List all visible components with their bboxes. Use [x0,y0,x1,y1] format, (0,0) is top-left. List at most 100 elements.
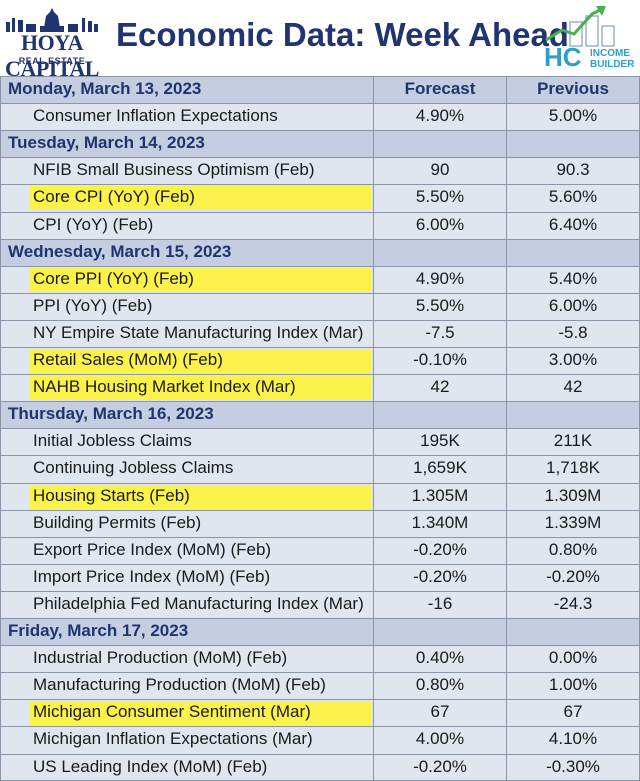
forecast-value: 1.340M [411,512,469,532]
table-row: Export Price Index (MoM) (Feb) -0.20% 0.80… [0,536,640,564]
date-row: Thursday, March 16, 2023 [0,401,640,429]
table-row: Retail Sales (MoM) (Feb) -0.10% 3.00% [0,347,640,374]
column-divider [506,76,507,781]
forecast-value: 5.50% [415,295,465,315]
date-row: Friday, March 17, 2023 [0,618,640,645]
indicator-label: Export Price Index (MoM) (Feb) [33,539,272,559]
previous-value: 0.00% [548,648,598,668]
table-row: Philadelphia Fed Manufacturing Index (Ma… [0,590,640,618]
forecast-value: 0.80% [415,675,465,695]
previous-value: 1.00% [548,675,598,695]
date-label: Friday, March 17, 2023 [8,621,189,640]
indicator-label: Continuing Jobless Claims [33,458,234,478]
forecast-value: -0.20% [413,756,467,776]
indicator-label: Philadelphia Fed Manufacturing Index (Ma… [33,593,364,613]
previous-value: 6.00% [548,295,598,315]
indicator-label: Initial Jobless Claims [33,431,192,451]
date-label: Monday, March 13, 2023 [8,79,202,98]
growth-chart-icon [545,6,615,47]
table-row: Initial Jobless Claims 195K 211K [0,428,640,456]
previous-value: -5.8 [558,322,588,342]
table-row: Manufacturing Production (MoM) (Feb) 0.80… [0,672,640,700]
highlight-marker [30,267,372,292]
forecast-value: -7.5 [425,322,455,342]
previous-value: 5.60% [548,187,598,207]
previous-value: 6.40% [548,214,598,234]
table-row: Industrial Production (MoM) (Feb) 0.40% 0.… [0,645,640,673]
table-row: Import Price Index (MoM) (Feb) -0.20% -0.2… [0,563,640,591]
highlight-marker [30,484,372,509]
forecast-value: -16 [427,593,453,613]
indicator-label: US Leading Index (MoM) (Feb) [33,756,268,776]
forecast-value: 4.00% [415,729,465,749]
forecast-value: 1,659K [413,458,467,478]
indicator-label: CPI (YoY) (Feb) [33,214,154,234]
date-row: Wednesday, March 15, 2023 [0,238,640,266]
date-row: Tuesday, March 14, 2023 [0,130,640,158]
indicator-label: Michigan Inflation Expectations (Mar) [33,729,313,749]
forecast-value: -0.20% [413,566,467,586]
table-row: Michigan Inflation Expectations (Mar) 4.0… [0,726,640,754]
header: HOYA CAPITAL REAL ESTATE Economic Data: … [0,0,640,81]
previous-value: 67 [563,702,583,722]
indicator-label: PPI (YoY) (Feb) [33,295,153,315]
previous-value: 1.309M [544,485,602,505]
table-row: Housing Starts (Feb) 1.305M 1.309M [0,482,640,510]
brand-right-line1: INCOME [590,48,630,59]
page-title: Economic Data: Week Ahead [116,16,569,53]
forecast-value: -0.20% [413,539,467,559]
previous-value: 211K [553,431,593,451]
forecast-value: 5.50% [415,187,465,207]
indicator-label: Michigan Consumer Sentiment (Mar) [33,702,311,722]
brand-right-line2: BUILDER [590,59,635,70]
previous-value: 1,718K [546,458,600,478]
indicator-label: Housing Starts (Feb) [33,485,190,505]
previous-value: 0.80% [548,539,598,559]
indicator-label: Industrial Production (MoM) (Feb) [33,648,288,668]
table-row: Continuing Jobless Claims 1,659K 1,718K [0,455,640,483]
column-divider [373,76,374,781]
previous-value: 3.00% [548,350,598,369]
capitol-skyline-icon [6,8,98,32]
forecast-value: 4.90% [415,268,465,288]
indicator-label: Import Price Index (MoM) (Feb) [33,566,271,586]
table-row: Consumer Inflation Expectations 4.90% 5.00… [0,103,640,131]
highlight-marker [30,349,372,373]
table-row: CPI (YoY) (Feb) 6.00% 6.40% [0,211,640,239]
indicator-label: Consumer Inflation Expectations [33,106,278,126]
table-row: NFIB Small Business Optimism (Feb) 90 90.3 [0,157,640,185]
previous-value: 5.00% [548,106,598,126]
date-label: Tuesday, March 14, 2023 [8,133,205,153]
indicator-label: NAHB Housing Market Index (Mar) [33,377,296,397]
date-row: Monday, March 13, 2023 Forecast Previous [0,76,640,103]
forecast-value: 1.305M [411,485,469,505]
hoya-capital-logo: HOYA CAPITAL REAL ESTATE [4,6,100,81]
indicator-label: Core PPI (YoY) (Feb) [33,268,194,288]
highlight-marker [30,376,372,401]
forecast-value: 195K [420,431,460,451]
forecast-header: Forecast [404,79,476,98]
table-row: US Leading Index (MoM) (Feb) -0.20% -0.30% [0,753,640,781]
forecast-value: 42 [430,377,450,397]
previous-value: 42 [563,377,583,397]
highlight-marker [30,701,372,726]
forecast-value: -0.10% [413,350,467,369]
indicator-label: Core CPI (YoY) (Feb) [33,187,195,207]
table-row: NY Empire State Manufacturing Index (Mar… [0,319,640,347]
indicator-label: Manufacturing Production (MoM) (Feb) [33,675,326,695]
date-label: Thursday, March 16, 2023 [8,404,214,424]
previous-value: 90.3 [556,160,590,180]
previous-value: -0.30% [546,756,600,776]
table-row: NAHB Housing Market Index (Mar) 42 42 [0,374,640,402]
previous-value: 5.40% [548,268,598,288]
hc-income-builder-logo: HC INCOME BUILDER [540,4,636,74]
brand-right-text: INCOME BUILDER [590,48,634,70]
indicator-label: NY Empire State Manufacturing Index (Mar… [33,322,364,342]
indicator-label: Retail Sales (MoM) (Feb) [33,350,223,369]
table-row: Michigan Consumer Sentiment (Mar) 67 67 [0,699,640,727]
forecast-value: 0.40% [415,648,465,668]
previous-value: 1.339M [544,512,602,532]
indicator-label: Building Permits (Feb) [33,512,202,532]
brand-right-letters: HC [544,42,582,72]
